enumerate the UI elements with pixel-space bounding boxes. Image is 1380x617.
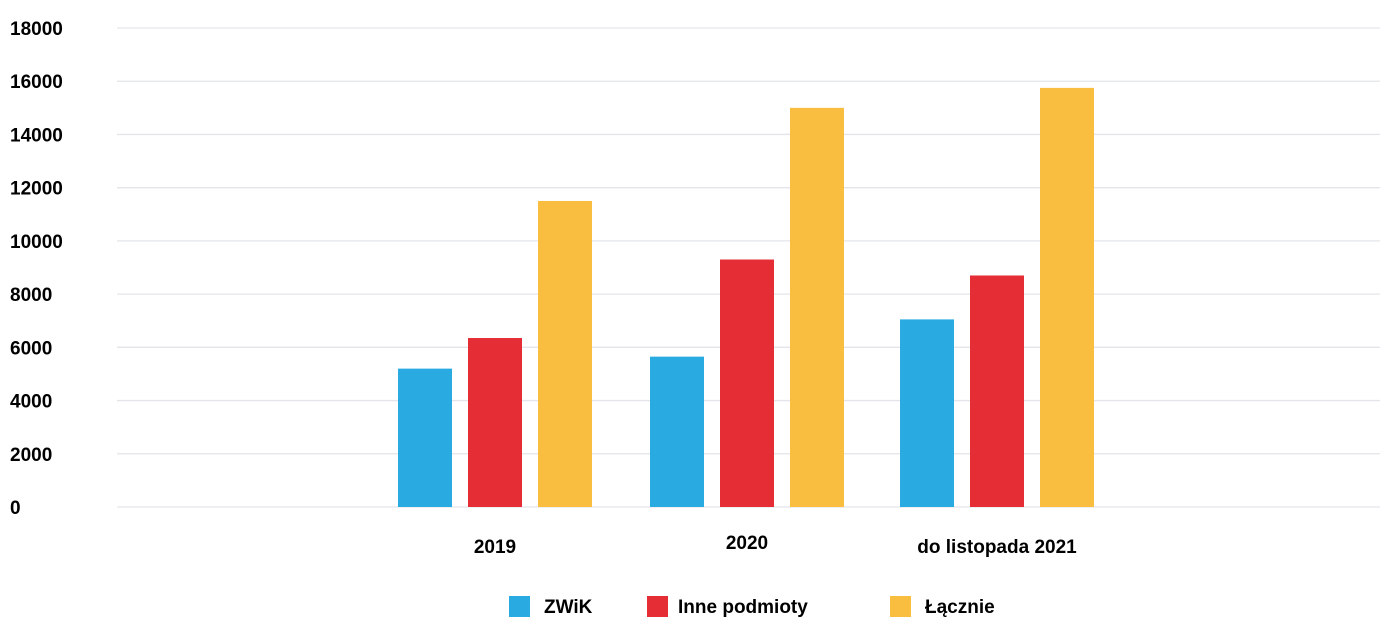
y-axis-ticks: 0 2000 4000 6000 8000 10000 12000 14000 16000 180…	[10, 19, 63, 519]
bars	[398, 87, 1094, 507]
y-tick-label-0: 0	[10, 498, 21, 519]
bar-zwik-2	[650, 356, 704, 507]
bar-lacznie-1	[538, 200, 592, 507]
y-tick-label-14000: 14000	[10, 125, 63, 146]
legend-label-lacznie: Łącznie	[925, 597, 995, 617]
y-tick-label-8000: 8000	[10, 285, 52, 306]
x-axis-categories: 2019 2020 do listopada 2021	[474, 533, 1077, 558]
bar-inne-podmioty-2	[720, 259, 774, 507]
bar-zwik-1	[398, 368, 452, 507]
legend: ZWiK Inne podmioty Łącznie	[509, 596, 995, 617]
legend-label-inne-podmioty: Inne podmioty	[678, 597, 808, 617]
legend-swatch-lacznie	[890, 596, 911, 617]
y-tick-label-12000: 12000	[10, 179, 63, 200]
category-label-2020: 2020	[726, 533, 768, 554]
y-tick-label-6000: 6000	[10, 338, 52, 359]
y-tick-label-10000: 10000	[10, 232, 63, 253]
y-tick-label-16000: 16000	[10, 72, 63, 93]
y-tick-label-4000: 4000	[10, 392, 52, 413]
bar-lacznie-3	[1040, 87, 1094, 507]
category-label-2019: 2019	[474, 537, 516, 558]
bar-lacznie-2	[790, 107, 844, 507]
bar-inne-podmioty-3	[970, 275, 1024, 507]
legend-swatch-inne-podmioty	[647, 596, 668, 617]
y-tick-label-18000: 18000	[10, 19, 63, 40]
legend-label-zwik: ZWiK	[544, 597, 593, 617]
bar-zwik-3	[900, 319, 954, 507]
legend-swatch-zwik	[509, 596, 530, 617]
category-label-2021: do listopada 2021	[917, 537, 1077, 558]
bar-inne-podmioty-1	[468, 338, 522, 507]
y-tick-label-2000: 2000	[10, 445, 52, 466]
